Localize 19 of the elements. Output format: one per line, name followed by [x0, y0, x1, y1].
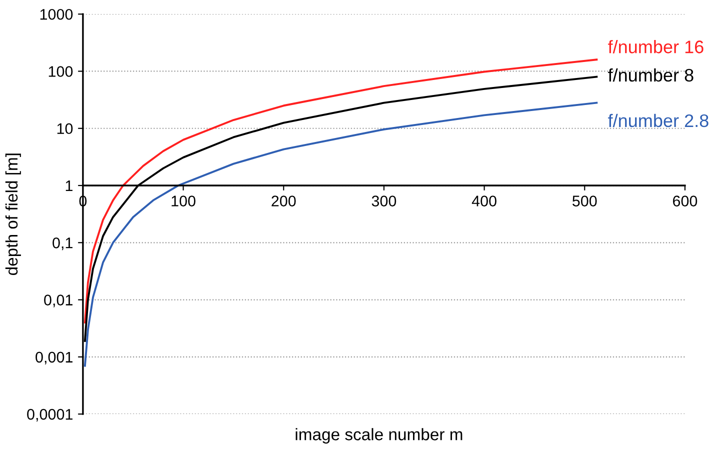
- y-tick-label: 1: [66, 180, 72, 192]
- x-axis-title: image scale number m: [296, 428, 462, 444]
- y-tick-label: 0,001: [36, 352, 72, 364]
- x-tick-label: 100: [172, 196, 196, 206]
- x-tick-label: 500: [572, 196, 597, 206]
- y-tick-label: 0,1: [52, 238, 72, 250]
- y-tick-label: 100: [48, 66, 73, 77]
- x-tick-label: 600: [673, 196, 698, 206]
- y-axis-title: depth of field [m]: [5, 154, 21, 275]
- series-label: f/number 2.8: [608, 114, 708, 128]
- y-tick-label: 0,01: [44, 294, 72, 308]
- series-label: f/number 8: [608, 68, 694, 82]
- y-tick-label: 1000: [40, 8, 73, 20]
- x-tick-label: 400: [472, 196, 496, 206]
- y-tick-label: 10: [57, 123, 73, 134]
- y-tick-label: 0,0001: [27, 408, 72, 422]
- x-tick-label: 200: [272, 196, 296, 206]
- series-label: f/number 16: [608, 40, 704, 54]
- x-tick-label: 300: [372, 196, 396, 206]
